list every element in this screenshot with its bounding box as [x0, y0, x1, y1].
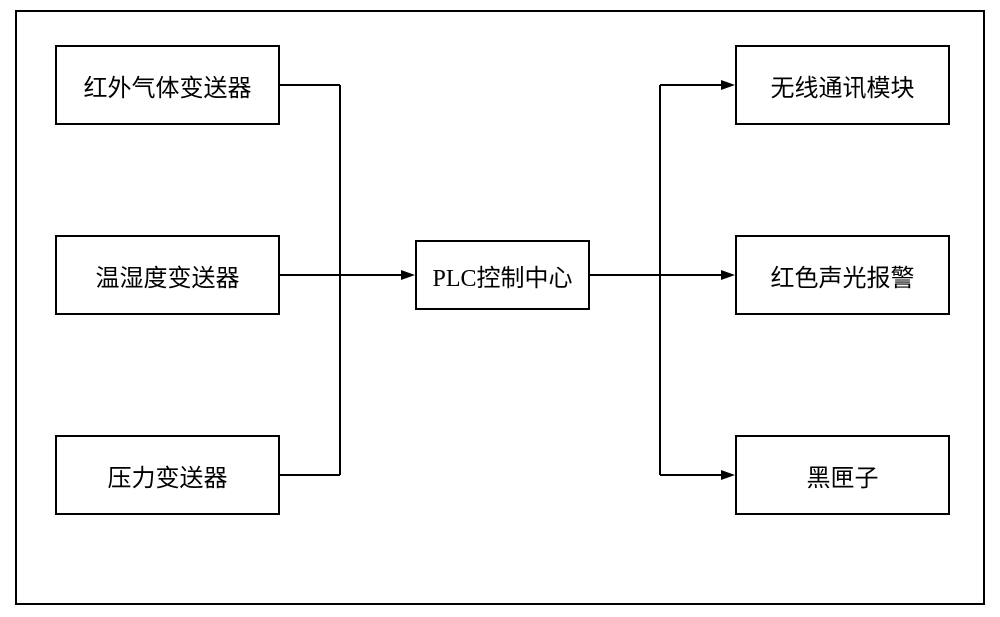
node-in3: 压力变送器 [55, 435, 280, 515]
node-label: 压力变送器 [108, 458, 228, 493]
node-center: PLC控制中心 [415, 240, 590, 310]
node-label: PLC控制中心 [432, 258, 572, 293]
node-label: 黑匣子 [807, 458, 879, 493]
node-label: 红色声光报警 [771, 258, 915, 293]
node-in1: 红外气体变送器 [55, 45, 280, 125]
node-label: 无线通讯模块 [771, 68, 915, 103]
node-label: 温湿度变送器 [96, 258, 240, 293]
node-out3: 黑匣子 [735, 435, 950, 515]
node-label: 红外气体变送器 [84, 68, 252, 103]
node-out2: 红色声光报警 [735, 235, 950, 315]
node-out1: 无线通讯模块 [735, 45, 950, 125]
node-in2: 温湿度变送器 [55, 235, 280, 315]
